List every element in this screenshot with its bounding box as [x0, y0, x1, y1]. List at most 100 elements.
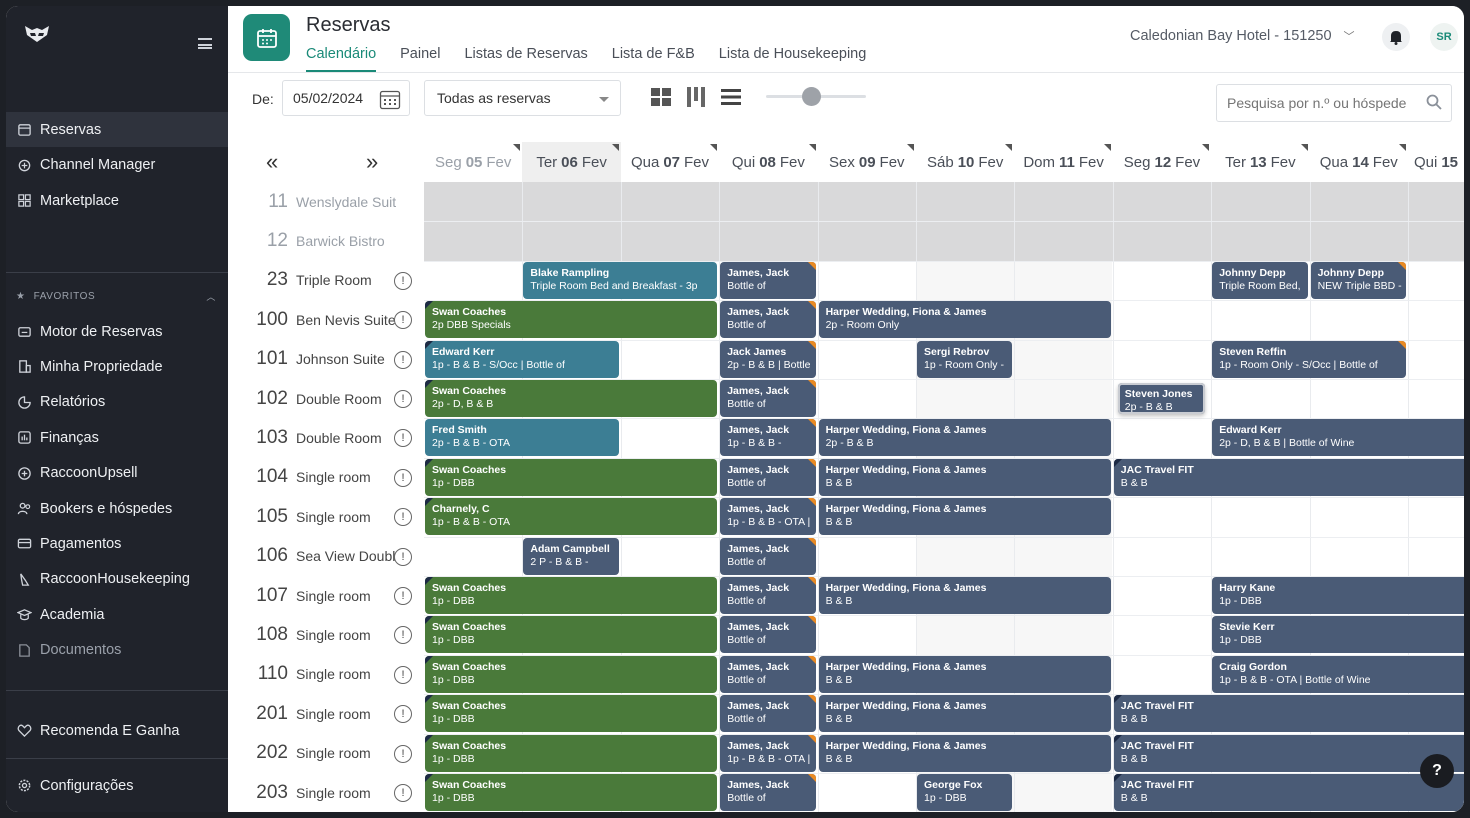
- day-menu-corner[interactable]: [710, 144, 718, 151]
- booking-block[interactable]: Swan Coaches 1p - DBB: [425, 458, 718, 496]
- room-row-label[interactable]: 110 Single room!: [228, 655, 424, 694]
- room-row-label[interactable]: 105 Single room!: [228, 497, 424, 536]
- booking-block[interactable]: James, Jack 1p - B & B - OTA |: [720, 734, 816, 772]
- booking-block[interactable]: James, Jack Bottle of: [720, 774, 816, 811]
- raccoon-logo-icon[interactable]: [24, 24, 50, 44]
- booking-block[interactable]: Craig Gordon 1p - B & B - OTA | Bottle of…: [1212, 655, 1464, 693]
- search-icon[interactable]: [1426, 94, 1442, 110]
- booking-block[interactable]: Stevie Kerr 1p - DBB: [1212, 616, 1464, 654]
- room-row-label[interactable]: 100 Ben Nevis Suite!: [228, 300, 424, 339]
- room-row-label[interactable]: 23 Triple Room!: [228, 261, 424, 300]
- room-row-label[interactable]: 203 Single room!: [228, 773, 424, 812]
- booking-block[interactable]: Harper Wedding, Fiona & James 2p - Room O…: [818, 301, 1111, 339]
- booking-block[interactable]: Steven Reffin 1p - Room Only - S/Occ | Bo…: [1212, 340, 1406, 378]
- prev-week-button[interactable]: «: [266, 149, 279, 174]
- room-info-icon[interactable]: !: [394, 705, 412, 724]
- sidebar-item-academia[interactable]: Academia: [6, 597, 228, 632]
- sidebar-item-recommend[interactable]: Recomenda E Ganha: [6, 713, 228, 748]
- booking-block[interactable]: Swan Coaches 1p - DBB: [425, 577, 718, 614]
- room-row-label[interactable]: 202 Single room!: [228, 734, 424, 773]
- day-header[interactable]: Qui 15: [1408, 142, 1464, 182]
- day-menu-corner[interactable]: [1398, 144, 1406, 151]
- booking-block[interactable]: Harper Wedding, Fiona & James B & B: [818, 458, 1111, 496]
- list-view-icon[interactable]: [720, 86, 742, 108]
- sidebar-item-reservas[interactable]: Reservas: [6, 112, 228, 147]
- calendar-cells[interactable]: Blake Rampling Triple Room Bed and Breakf…: [424, 182, 1464, 812]
- booking-block[interactable]: Swan Coaches 1p - DBB: [425, 655, 718, 693]
- room-info-icon[interactable]: !: [394, 547, 412, 566]
- room-row-label[interactable]: 104 Single room!: [228, 458, 424, 497]
- sidebar-item-settings[interactable]: Configurações: [6, 768, 228, 803]
- booking-block[interactable]: Harper Wedding, Fiona & James B & B: [818, 734, 1111, 772]
- slider-handle[interactable]: [802, 87, 821, 106]
- room-row-label[interactable]: 103 Double Room!: [228, 418, 424, 457]
- sidebar-item-raccoonhousekeeping[interactable]: RaccoonHousekeeping: [6, 562, 228, 597]
- room-info-icon[interactable]: !: [394, 390, 412, 408]
- booking-block[interactable]: JAC Travel FIT B & B: [1113, 734, 1464, 772]
- sidebar-item-finan-as[interactable]: Finanças: [6, 420, 228, 455]
- help-button[interactable]: ?: [1420, 754, 1454, 788]
- day-menu-corner[interactable]: [808, 144, 816, 151]
- tab-lista-de-housekeeping[interactable]: Lista de Housekeeping: [718, 46, 867, 62]
- booking-block[interactable]: Swan Coaches 1p - DBB: [425, 774, 718, 811]
- day-menu-corner[interactable]: [513, 144, 521, 151]
- sidebar-item-raccoonupsell[interactable]: RaccoonUpsell: [6, 456, 228, 491]
- room-info-icon[interactable]: !: [394, 468, 412, 487]
- booking-block[interactable]: George Fox 1p - DBB: [917, 774, 1013, 811]
- column-view-icon[interactable]: [685, 86, 707, 108]
- booking-block[interactable]: Johnny Depp Triple Room Bed,: [1212, 261, 1308, 299]
- room-info-icon[interactable]: !: [394, 744, 412, 763]
- booking-block[interactable]: Swan Coaches 2p DBB Specials: [425, 301, 718, 339]
- booking-block[interactable]: Charnely, C 1p - B & B - OTA: [425, 498, 718, 536]
- booking-block[interactable]: James, Jack Bottle of: [720, 301, 816, 339]
- booking-block[interactable]: James, Jack Bottle of: [720, 577, 816, 614]
- room-row-label[interactable]: 106 Sea View Double!: [228, 537, 424, 576]
- room-info-icon[interactable]: !: [394, 271, 412, 290]
- booking-block[interactable]: Jack James 2p - B & B | Bottle: [720, 340, 816, 378]
- day-menu-corner[interactable]: [1103, 144, 1111, 151]
- day-header[interactable]: Sáb 10 Fev: [916, 142, 1014, 182]
- hotel-selector[interactable]: Caledonian Bay Hotel - 151250 ﹀: [1130, 28, 1355, 44]
- user-avatar[interactable]: SR: [1430, 23, 1458, 51]
- booking-block[interactable]: Swan Coaches 1p - DBB: [425, 734, 718, 772]
- booking-block[interactable]: Edward Kerr 1p - B & B - S/Occ | Bottle o…: [425, 340, 619, 378]
- booking-block[interactable]: Edward Kerr 2p - D, B & B | Bottle of Win…: [1212, 419, 1464, 457]
- room-info-icon[interactable]: !: [394, 784, 412, 802]
- tab-calend-rio[interactable]: Calendário: [306, 46, 377, 72]
- room-info-icon[interactable]: !: [394, 311, 412, 330]
- room-row-label[interactable]: 108 Single room!: [228, 615, 424, 654]
- booking-block[interactable]: Johnny Depp NEW Triple BBD -: [1310, 261, 1406, 299]
- day-header[interactable]: Dom 11 Fev: [1014, 142, 1112, 182]
- day-menu-corner[interactable]: [1300, 144, 1308, 151]
- booking-block[interactable]: Harper Wedding, Fiona & James 2p - B & B: [818, 419, 1111, 457]
- booking-block[interactable]: Fred Smith 2p - B & B - OTA: [425, 419, 619, 457]
- day-header[interactable]: Sex 09 Fev: [818, 142, 916, 182]
- day-header[interactable]: Ter 13 Fev: [1211, 142, 1309, 182]
- sidebar-item-bookers-e-h-spedes[interactable]: Bookers e hóspedes: [6, 491, 228, 526]
- room-info-icon[interactable]: !: [394, 350, 412, 369]
- sidebar-item-documentos[interactable]: Documentos: [6, 633, 228, 668]
- booking-block[interactable]: Swan Coaches 1p - DBB: [425, 695, 718, 733]
- room-info-icon[interactable]: !: [394, 665, 412, 684]
- booking-block[interactable]: James, Jack Bottle of: [720, 537, 816, 575]
- room-info-icon[interactable]: !: [394, 429, 412, 448]
- booking-block[interactable]: Swan Coaches 1p - DBB: [425, 616, 718, 654]
- room-row-label[interactable]: 101 Johnson Suite!: [228, 340, 424, 379]
- tab-lista-de-f-b[interactable]: Lista de F&B: [611, 46, 695, 62]
- booking-block[interactable]: JAC Travel FIT B & B: [1113, 774, 1464, 811]
- day-header[interactable]: Qua 07 Fev: [621, 142, 719, 182]
- booking-block[interactable]: JAC Travel FIT B & B: [1113, 695, 1464, 733]
- menu-toggle-icon[interactable]: [198, 38, 212, 49]
- booking-block[interactable]: Steven Jones 2p - B & B: [1117, 383, 1206, 414]
- day-header[interactable]: Seg 05 Fev: [424, 142, 522, 182]
- room-row-label[interactable]: 201 Single room!: [228, 694, 424, 733]
- day-menu-corner[interactable]: [611, 144, 619, 151]
- day-menu-corner[interactable]: [1202, 144, 1210, 151]
- day-header[interactable]: Seg 12 Fev: [1113, 142, 1211, 182]
- favorites-header[interactable]: ★ FAVORITOS ︿: [16, 290, 216, 303]
- sidebar-item-channel-manager[interactable]: Channel Manager: [6, 148, 228, 183]
- booking-block[interactable]: James, Jack Bottle of: [720, 695, 816, 733]
- calendar-icon[interactable]: [379, 88, 401, 110]
- room-row-label[interactable]: 107 Single room!: [228, 576, 424, 615]
- day-menu-corner[interactable]: [1005, 144, 1013, 151]
